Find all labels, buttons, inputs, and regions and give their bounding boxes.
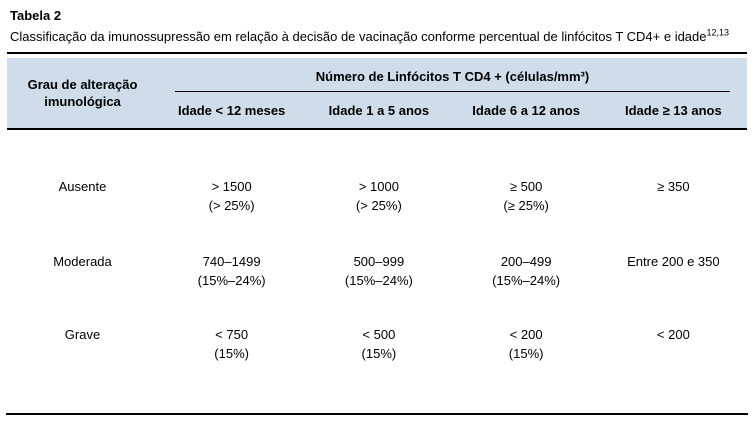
cell-percent: (15%) bbox=[214, 346, 249, 361]
cell-value: < 750 bbox=[215, 327, 249, 342]
table-title: Tabela 2 bbox=[10, 8, 62, 23]
cell-percent: (15%) bbox=[508, 346, 544, 361]
cell-value: 740–1499 bbox=[202, 254, 261, 269]
cell-value: < 200 bbox=[509, 327, 543, 342]
column-header-idade-1-a-5-anos: Idade 1 a 5 anos bbox=[328, 102, 430, 118]
row-label: Moderada bbox=[53, 254, 112, 269]
cell-value: > 1000 bbox=[358, 179, 399, 194]
subtitle-text: Classificação da imunossupressão em rela… bbox=[10, 29, 707, 44]
table-row-grave: Grave < 750 (15%) < 500 (15%) < 200 (15%… bbox=[7, 325, 747, 363]
data-cell: < 200 bbox=[600, 325, 747, 363]
table-subtitle: Classificação da imunossupressão em rela… bbox=[10, 27, 730, 44]
spanning-header-underline bbox=[175, 91, 730, 92]
data-cell: Entre 200 e 350 bbox=[600, 252, 747, 290]
table-row-moderada: Moderada 740–1499 (15%–24%) 500–999 (15%… bbox=[7, 252, 747, 290]
data-cell: > 1500 (> 25%) bbox=[158, 177, 305, 215]
cell-value: > 1500 bbox=[211, 179, 252, 194]
cell-percent: (15%) bbox=[361, 346, 397, 361]
data-cell: 740–1499 (15%–24%) bbox=[158, 252, 305, 290]
cell-percent: (15%–24%) bbox=[492, 273, 561, 288]
data-cell: 500–999 (15%–24%) bbox=[305, 252, 452, 290]
cell-percent: (15%–24%) bbox=[197, 273, 266, 288]
cell-value: ≥ 500 bbox=[509, 179, 543, 194]
cell-value: ≥ 350 bbox=[657, 179, 690, 194]
data-cell: < 200 (15%) bbox=[453, 325, 600, 363]
cell-value: Entre 200 e 350 bbox=[627, 254, 720, 269]
row-label: Grave bbox=[64, 327, 101, 342]
data-cell: ≥ 500 (≥ 25%) bbox=[453, 177, 600, 215]
age-subheader-row: Idade < 12 meses Idade 1 a 5 anos Idade … bbox=[158, 92, 747, 128]
cell-percent: (> 25%) bbox=[355, 198, 402, 213]
table-row-ausente: Ausente > 1500 (> 25%) > 1000 (> 25%) ≥ … bbox=[7, 177, 747, 215]
column-header-line2: imunológica bbox=[44, 94, 121, 109]
data-cell: < 500 (15%) bbox=[305, 325, 452, 363]
column-header-grau-de-alteracao: Grau de alteração imunológica bbox=[7, 58, 158, 128]
row-label: Ausente bbox=[58, 179, 107, 194]
top-rule bbox=[7, 52, 747, 54]
cell-value: 500–999 bbox=[353, 254, 405, 269]
header-age-columns-group: Número de Linfócitos T CD4 + (células/mm… bbox=[158, 58, 747, 128]
column-header-idade-13-anos-ou-mais: Idade ≥ 13 anos bbox=[625, 102, 722, 118]
bottom-rule bbox=[6, 413, 748, 415]
data-cell: > 1000 (> 25%) bbox=[305, 177, 452, 215]
cell-percent: (≥ 25%) bbox=[503, 198, 549, 213]
table-header-band: Grau de alteração imunológica Número de … bbox=[7, 58, 747, 130]
cell-value: < 500 bbox=[362, 327, 396, 342]
column-header-idade-6-a-12-anos: Idade 6 a 12 anos bbox=[472, 102, 580, 118]
data-cell: < 750 (15%) bbox=[158, 325, 305, 363]
citation-superscript: 12,13 bbox=[706, 27, 730, 38]
cell-value: 200–499 bbox=[500, 254, 552, 269]
data-cell: 200–499 (15%–24%) bbox=[453, 252, 600, 290]
cell-value: < 200 bbox=[656, 327, 690, 342]
column-header-line1: Grau de alteração bbox=[27, 77, 138, 92]
spanning-header-cd4: Número de Linfócitos T CD4 + (células/mm… bbox=[315, 69, 590, 84]
column-header-idade-menor-12-meses: Idade < 12 meses bbox=[177, 102, 286, 118]
data-cell: ≥ 350 bbox=[600, 177, 747, 215]
cell-percent: (> 25%) bbox=[208, 198, 255, 213]
cell-percent: (15%–24%) bbox=[344, 273, 413, 288]
